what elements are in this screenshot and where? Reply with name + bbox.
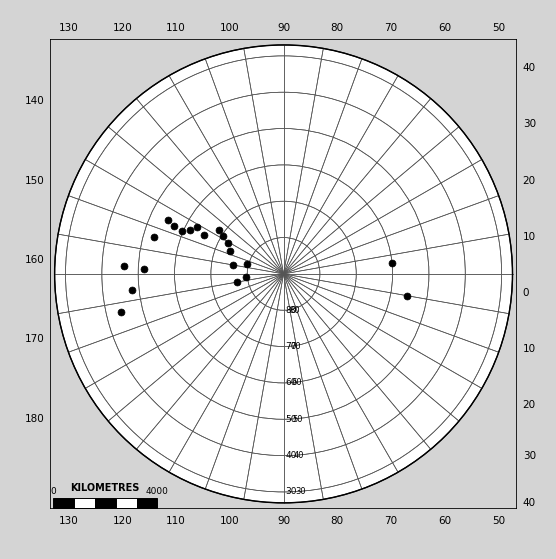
Text: 80: 80 [331, 23, 344, 34]
Text: 80: 80 [331, 516, 344, 526]
Text: 90: 90 [277, 23, 290, 34]
Text: 170: 170 [24, 334, 44, 344]
Circle shape [54, 45, 513, 503]
Text: 110: 110 [166, 23, 186, 34]
Text: 60: 60 [438, 23, 451, 34]
Text: 40: 40 [286, 451, 297, 460]
Text: 130: 130 [59, 516, 78, 526]
Text: 130: 130 [59, 23, 78, 34]
Text: 40: 40 [523, 63, 536, 73]
Text: 60: 60 [286, 378, 297, 387]
Text: 100: 100 [220, 23, 240, 34]
Text: 120: 120 [112, 516, 132, 526]
Text: 10: 10 [523, 344, 536, 354]
Text: 50: 50 [492, 516, 505, 526]
Text: 120: 120 [112, 23, 132, 34]
Text: 70: 70 [384, 516, 398, 526]
Text: 70: 70 [384, 23, 398, 34]
Text: 100: 100 [220, 516, 240, 526]
Text: 60: 60 [291, 378, 302, 387]
Text: 30: 30 [523, 451, 536, 461]
Text: 0: 0 [523, 287, 529, 297]
Text: 80: 80 [286, 306, 297, 315]
Text: 70: 70 [290, 342, 301, 351]
Text: 160: 160 [24, 255, 44, 265]
Text: 30: 30 [286, 487, 297, 496]
Text: 140: 140 [24, 96, 44, 106]
Text: 50: 50 [286, 415, 297, 424]
Text: 80: 80 [289, 306, 300, 315]
Text: 20: 20 [523, 400, 536, 410]
Text: 70: 70 [286, 342, 297, 351]
Text: 50: 50 [492, 23, 505, 34]
Text: 60: 60 [438, 516, 451, 526]
Text: 10: 10 [523, 231, 536, 241]
Text: 20: 20 [523, 176, 536, 186]
Text: 30: 30 [523, 120, 536, 130]
Text: 180: 180 [24, 414, 44, 424]
Text: 40: 40 [523, 498, 536, 508]
Text: 40: 40 [294, 451, 305, 460]
Text: 30: 30 [295, 487, 306, 496]
Text: 150: 150 [24, 176, 44, 186]
Text: 90: 90 [277, 516, 290, 526]
Text: 110: 110 [166, 516, 186, 526]
Text: 50: 50 [293, 415, 303, 424]
